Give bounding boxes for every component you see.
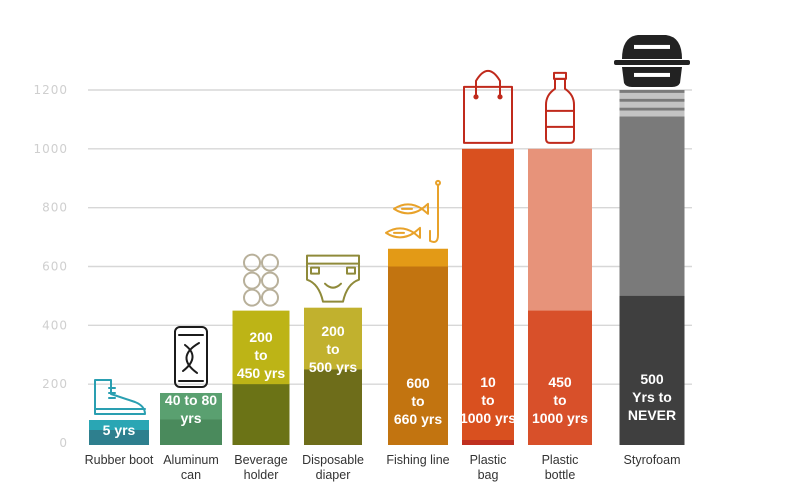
bar-value-label: 450 yrs xyxy=(237,365,285,381)
bar-value-label: 500 xyxy=(640,371,664,387)
bar-value-label: 200 xyxy=(249,329,273,345)
x-category-label: Plastic xyxy=(470,453,507,467)
x-category-label: Fishing line xyxy=(386,453,449,467)
bar-value-label: 40 to 80 xyxy=(165,392,217,408)
x-category-label: Aluminum xyxy=(163,453,219,467)
x-category-label: Rubber boot xyxy=(85,453,154,467)
bar-value-label: yrs xyxy=(180,410,201,426)
x-category-label: diaper xyxy=(316,468,351,482)
bar-value-label: 500 yrs xyxy=(309,359,357,375)
bar-segment-lower xyxy=(619,295,685,445)
bar-value-label: 5 yrs xyxy=(103,422,136,438)
bar-value-label: 600 xyxy=(406,375,430,391)
bar-value-label: 660 yrs xyxy=(394,411,442,427)
bar-segment-lower xyxy=(528,310,592,445)
icons xyxy=(94,34,690,415)
bar-segment-upper xyxy=(89,420,149,430)
shopping-bag-icon xyxy=(463,69,513,144)
y-tick-label: 800 xyxy=(42,201,68,215)
y-axis-ticks: 0 200 400 600 800 1000 1200 xyxy=(33,83,68,450)
bar-value-label: 200 xyxy=(321,323,345,339)
bar-segment-lower xyxy=(232,384,290,445)
bar-segment-cap xyxy=(388,248,448,267)
y-tick-label: 400 xyxy=(42,318,68,332)
foam-container-icon xyxy=(614,34,690,87)
bar-value-label: to xyxy=(481,392,494,408)
bar-segment-base xyxy=(462,440,514,445)
x-category-label: bottle xyxy=(545,468,576,482)
bar-value-label: to xyxy=(411,393,424,409)
bar-segment-lower xyxy=(388,266,448,445)
bar-stripe xyxy=(619,101,685,108)
bar-value-label: Yrs to xyxy=(632,389,672,405)
x-category-label: bag xyxy=(478,468,499,482)
bar-segment-lower xyxy=(304,369,362,445)
bar-value-label: 450 xyxy=(548,374,572,390)
bars xyxy=(89,90,685,446)
x-category-label: holder xyxy=(244,468,279,482)
bar-segment-lower xyxy=(89,430,149,445)
diaper-icon xyxy=(306,254,360,303)
y-tick-label: 0 xyxy=(59,436,68,450)
boot-icon xyxy=(94,379,146,415)
bar-value-label: NEVER xyxy=(628,407,676,423)
x-category-label: Disposable xyxy=(302,453,364,467)
bar-stripe xyxy=(619,110,685,117)
y-tick-label: 1000 xyxy=(33,142,68,156)
bar-labels: 5 yrs 40 to 80 yrs 200 to 450 yrs 200 to 500 yrs… xyxy=(103,323,676,438)
bar-value-label: 1000 yrs xyxy=(532,410,588,426)
x-category-label: can xyxy=(181,468,201,482)
bottle-icon xyxy=(545,71,575,144)
six-pack-rings-icon xyxy=(243,253,279,307)
bar-value-label: to xyxy=(254,347,267,363)
bar-value-label: 1000 yrs xyxy=(460,410,516,426)
bar-value-label: to xyxy=(326,341,339,357)
y-tick-label: 600 xyxy=(42,260,68,274)
y-tick-label: 1200 xyxy=(33,83,68,97)
bar-segment-upper xyxy=(462,148,514,446)
x-category-label: Plastic xyxy=(542,453,579,467)
bar-stripe xyxy=(619,92,685,99)
fish-hook-icon xyxy=(385,179,441,243)
x-category-label: Beverage xyxy=(234,453,288,467)
y-tick-label: 200 xyxy=(42,377,68,391)
bar-value-label: 10 xyxy=(480,374,496,390)
bar-value-label: to xyxy=(553,392,566,408)
bar-segment-lower xyxy=(160,419,222,445)
x-category-label: Styrofoam xyxy=(624,453,681,467)
can-icon xyxy=(174,325,208,388)
